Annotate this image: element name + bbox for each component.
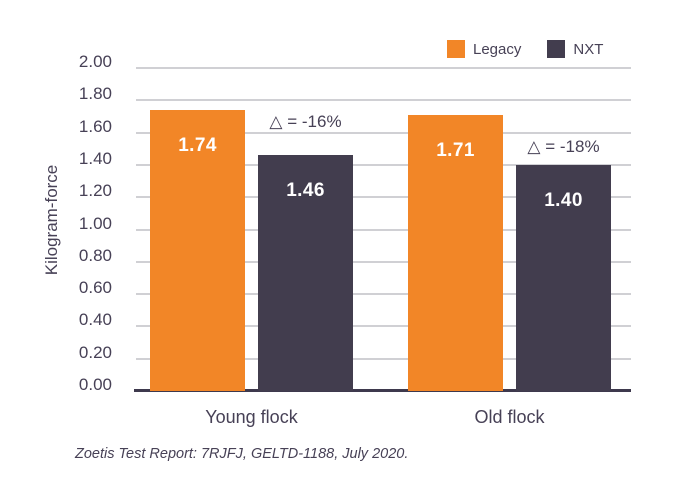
legend-label: NXT bbox=[573, 40, 604, 58]
legend-swatch-nxt bbox=[547, 40, 566, 58]
y-tick-label: 0.80 bbox=[78, 245, 112, 265]
bar-legacy-old-flock: 1.71 bbox=[408, 114, 503, 391]
bar-nxt-young-flock: 1.46 bbox=[258, 155, 353, 391]
legend-item-legacy: Legacy bbox=[447, 40, 521, 58]
gridline bbox=[136, 131, 631, 134]
chart-legend: Legacy NXT bbox=[447, 40, 603, 58]
gridline bbox=[136, 196, 631, 199]
y-tick-label: 1.20 bbox=[78, 181, 112, 201]
gridline bbox=[136, 163, 631, 166]
y-tick-label: 2.00 bbox=[78, 52, 112, 71]
source-note: Zoetis Test Report: 7RJFJ, GELTD-1188, J… bbox=[75, 446, 409, 462]
y-tick-label: 1.00 bbox=[78, 213, 112, 233]
legend-label: Legacy bbox=[473, 40, 522, 58]
y-tick-label: 1.40 bbox=[78, 148, 112, 168]
bar-legacy-young-flock: 1.74 bbox=[150, 110, 245, 391]
gridline bbox=[136, 67, 631, 69]
y-tick-label: 0.40 bbox=[78, 310, 112, 330]
y-tick-label: 1.80 bbox=[78, 84, 112, 104]
y-tick-label: 0.00 bbox=[78, 375, 112, 394]
gridline bbox=[136, 228, 631, 231]
x-axis-baseline bbox=[134, 389, 631, 392]
gridline bbox=[136, 325, 631, 328]
x-category-label-young-flock: Young flock bbox=[205, 407, 298, 427]
plot-area: 1.74 1.71 1.46 1.40 △ = -16% △ = -18% bbox=[134, 67, 631, 392]
gridline bbox=[136, 357, 631, 360]
bar-value-label: 1.46 bbox=[286, 180, 325, 202]
y-tick-label: 0.20 bbox=[78, 342, 112, 362]
bar-value-label: 1.40 bbox=[544, 189, 583, 211]
delta-annotation-old-flock: △ = -18% bbox=[527, 137, 600, 156]
x-category-label-old-flock: Old flock bbox=[474, 407, 545, 427]
legend-swatch-legacy bbox=[447, 40, 465, 58]
legend-item-nxt: NXT bbox=[547, 40, 603, 58]
gridline bbox=[136, 293, 631, 296]
y-tick-label: 0.60 bbox=[78, 278, 112, 298]
delta-annotation-young-flock: △ = -16% bbox=[269, 112, 342, 131]
y-tick-label: 1.60 bbox=[78, 116, 112, 136]
gridline bbox=[136, 99, 631, 102]
gridline bbox=[136, 260, 631, 263]
bar-value-label: 1.74 bbox=[178, 135, 217, 156]
bar-nxt-old-flock: 1.40 bbox=[516, 164, 611, 391]
bar-value-label: 1.71 bbox=[436, 139, 475, 161]
